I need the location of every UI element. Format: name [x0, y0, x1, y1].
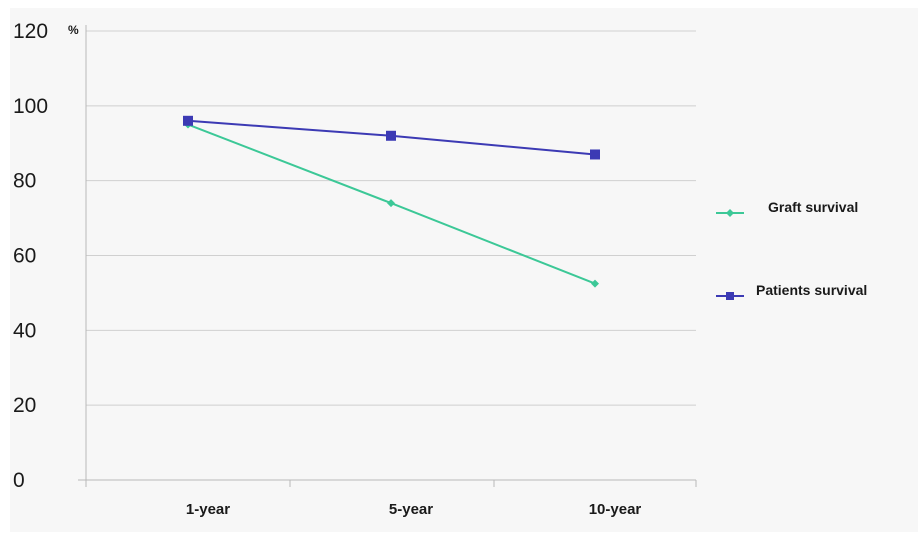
x-axis-ticks: 1-year 5-year 10-year	[186, 501, 642, 518]
y-tick-label: 100	[13, 95, 48, 118]
x-tick-label: 10-year	[589, 501, 642, 518]
x-tick-label: 5-year	[389, 501, 433, 518]
axes	[78, 25, 697, 487]
y-tick-label: 20	[13, 394, 36, 417]
y-tick-label: 40	[13, 319, 36, 342]
y-tick-label: 60	[13, 245, 36, 268]
y-axis-unit-label: %	[68, 23, 79, 37]
y-tick-label: 120	[13, 20, 48, 43]
legend-label: Patients survival	[756, 282, 867, 298]
data-point	[386, 130, 396, 141]
data-point	[387, 199, 395, 208]
gridlines	[86, 30, 696, 406]
x-tick-label: 1-year	[186, 501, 230, 518]
legend: Graft survival Patients survival	[716, 199, 867, 300]
y-tick-label: 80	[13, 170, 36, 193]
data-point	[591, 279, 599, 288]
y-tick-label: 0	[13, 469, 25, 492]
legend-swatch-marker	[726, 292, 734, 300]
legend-label: Graft survival	[768, 199, 858, 215]
chart-background	[10, 8, 918, 532]
data-point	[183, 115, 193, 126]
legend-swatch-marker	[726, 209, 734, 217]
series	[183, 115, 600, 288]
data-point	[590, 149, 600, 160]
y-axis-ticks: 0 20 40 60 80 100 120	[13, 20, 48, 492]
